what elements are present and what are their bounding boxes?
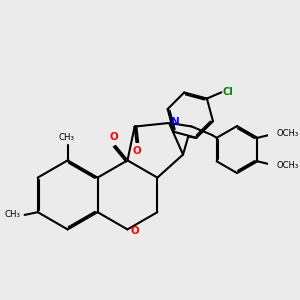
- Text: CH₃: CH₃: [59, 134, 75, 142]
- Text: O: O: [109, 132, 118, 142]
- Text: Cl: Cl: [223, 87, 233, 97]
- Text: O: O: [130, 226, 139, 236]
- Text: OCH₃: OCH₃: [276, 161, 298, 170]
- Text: OCH₃: OCH₃: [276, 129, 298, 138]
- Text: N: N: [171, 117, 180, 127]
- Text: CH₃: CH₃: [4, 210, 20, 219]
- Text: O: O: [133, 146, 141, 156]
